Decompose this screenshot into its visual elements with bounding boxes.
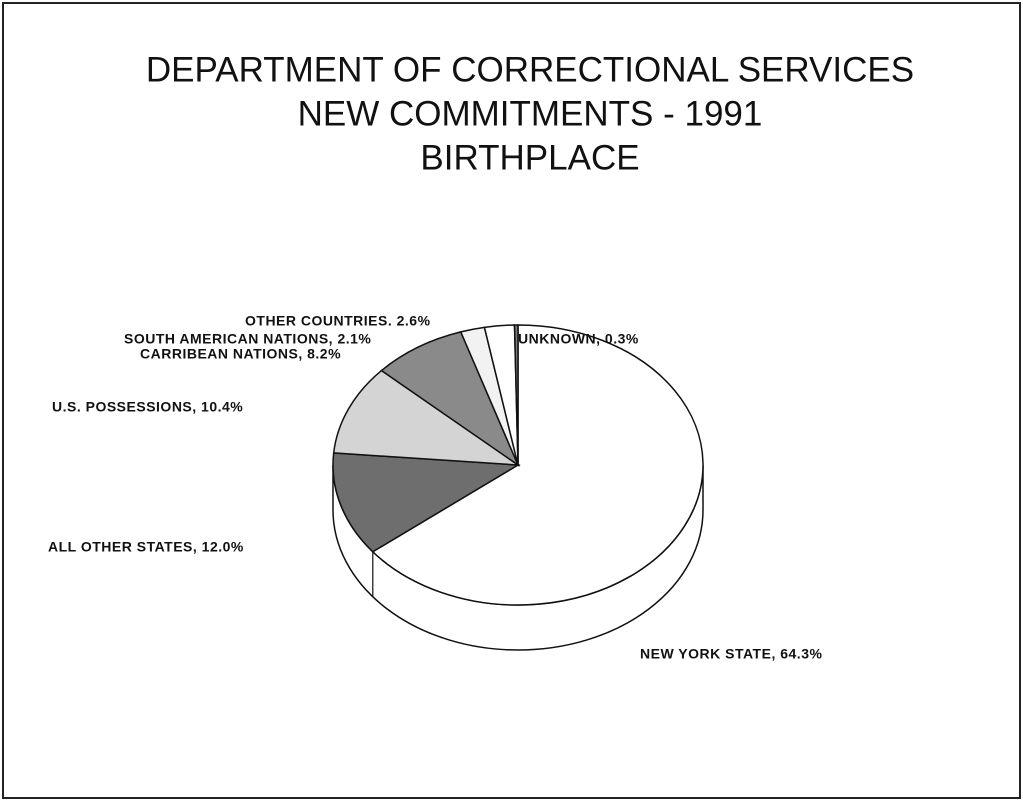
- slice-label: NEW YORK STATE, 64.3%: [640, 646, 822, 662]
- slice-label: UNKNOWN, 0.3%: [518, 331, 639, 347]
- pie-slice: [513, 324, 519, 466]
- chart-title: NEW COMMITMENTS - 1991: [298, 94, 763, 133]
- slice-label: CARRIBEAN NATIONS, 8.2%: [140, 346, 341, 362]
- pie-slice: [380, 330, 520, 468]
- slice-label: ALL OTHER STATES, 12.0%: [48, 539, 244, 555]
- slice-label: SOUTH AMERICAN NATIONS, 2.1%: [124, 331, 371, 347]
- chart-title: DEPARTMENT OF CORRECTIONAL SERVICES: [146, 50, 914, 89]
- chart-title: BIRTHPLACE: [420, 138, 639, 177]
- pie-slice: [332, 452, 521, 553]
- pie-slice: [332, 369, 521, 466]
- slice-label: OTHER COUNTRIES. 2.6%: [245, 313, 431, 329]
- pie-slice: [371, 324, 704, 606]
- slice-label: U.S. POSSESSIONS, 10.4%: [52, 399, 243, 415]
